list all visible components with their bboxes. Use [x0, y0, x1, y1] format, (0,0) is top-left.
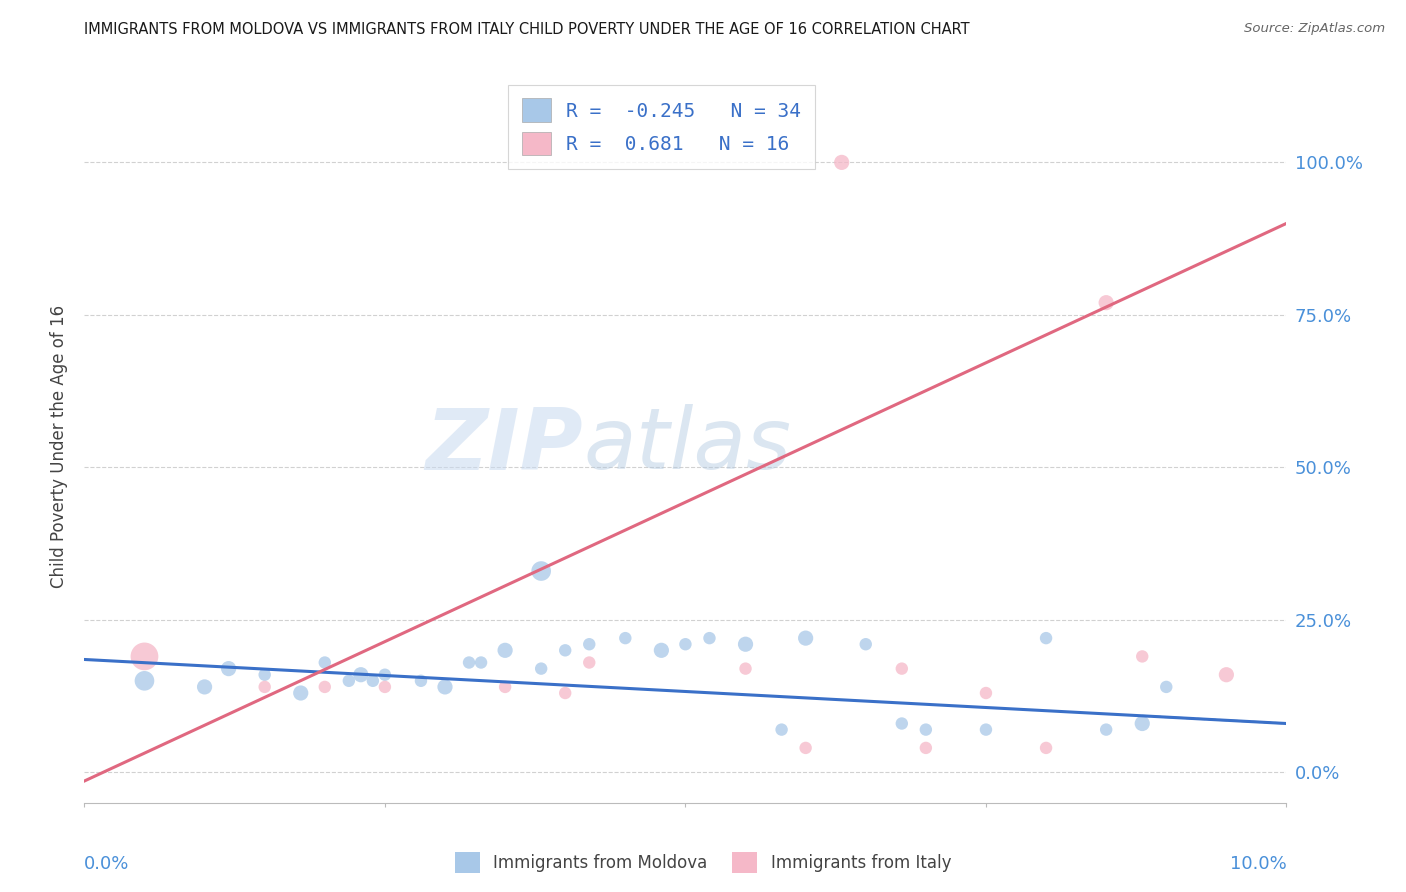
Point: [290, 686, 312, 700]
Point: [253, 667, 276, 681]
Point: [734, 637, 756, 651]
Text: 10.0%: 10.0%: [1230, 855, 1286, 872]
Point: [770, 723, 793, 737]
Point: [890, 716, 912, 731]
Point: [253, 680, 276, 694]
Point: [470, 656, 492, 670]
Point: [314, 680, 336, 694]
Point: [650, 643, 672, 657]
Point: [337, 673, 360, 688]
Point: [855, 637, 877, 651]
Point: [374, 667, 396, 681]
Text: 0.0%: 0.0%: [84, 855, 129, 872]
Point: [890, 662, 912, 676]
Point: [578, 637, 600, 651]
Point: [1095, 295, 1118, 310]
Point: [194, 680, 217, 694]
Point: [794, 631, 817, 645]
Point: [915, 740, 938, 755]
Point: [1130, 716, 1153, 731]
Point: [794, 740, 817, 755]
Point: [554, 686, 576, 700]
Point: [134, 673, 156, 688]
Point: [974, 723, 997, 737]
Point: [675, 637, 697, 651]
Point: [1156, 680, 1178, 694]
Point: [494, 680, 516, 694]
Point: [1035, 631, 1057, 645]
Text: Source: ZipAtlas.com: Source: ZipAtlas.com: [1244, 22, 1385, 36]
Point: [434, 680, 457, 694]
Legend: R =  -0.245   N = 34, R =  0.681   N = 16: R = -0.245 N = 34, R = 0.681 N = 16: [508, 85, 815, 169]
Point: [374, 680, 396, 694]
Point: [314, 656, 336, 670]
Point: [458, 656, 481, 670]
Y-axis label: Child Poverty Under the Age of 16: Child Poverty Under the Age of 16: [51, 304, 69, 588]
Text: IMMIGRANTS FROM MOLDOVA VS IMMIGRANTS FROM ITALY CHILD POVERTY UNDER THE AGE OF : IMMIGRANTS FROM MOLDOVA VS IMMIGRANTS FR…: [84, 22, 970, 37]
Point: [734, 662, 756, 676]
Point: [915, 723, 938, 737]
Point: [350, 667, 373, 681]
Point: [530, 564, 553, 578]
Point: [494, 643, 516, 657]
Point: [1095, 723, 1118, 737]
Point: [614, 631, 637, 645]
Point: [1130, 649, 1153, 664]
Text: ZIP: ZIP: [426, 404, 583, 488]
Point: [699, 631, 721, 645]
Point: [134, 649, 156, 664]
Point: [361, 673, 384, 688]
Point: [974, 686, 997, 700]
Point: [831, 155, 853, 169]
Point: [554, 643, 576, 657]
Legend: Immigrants from Moldova, Immigrants from Italy: Immigrants from Moldova, Immigrants from…: [449, 846, 957, 880]
Point: [1035, 740, 1057, 755]
Point: [409, 673, 432, 688]
Point: [218, 662, 240, 676]
Point: [1215, 667, 1237, 681]
Point: [530, 662, 553, 676]
Point: [578, 656, 600, 670]
Text: atlas: atlas: [583, 404, 792, 488]
